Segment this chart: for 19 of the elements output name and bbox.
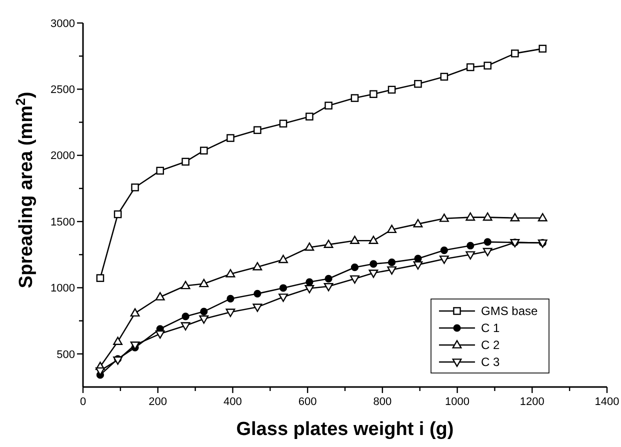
x-tick-label: 600 xyxy=(298,396,317,408)
y-tick-label: 1000 xyxy=(50,282,75,295)
x-axis-title: Glass plates weight i (g) xyxy=(236,419,454,440)
y-tick-label: 2000 xyxy=(50,150,75,162)
y-tick-label: 500 xyxy=(56,348,75,361)
x-tick-label: 1400 xyxy=(594,396,620,408)
legend-label: GMS base xyxy=(481,304,538,318)
legend-label: C 3 xyxy=(481,355,500,370)
x-tick-label: 200 xyxy=(148,396,168,408)
legend-label: C 2 xyxy=(481,338,500,352)
y-tick-label: 2500 xyxy=(50,84,75,96)
x-tick-label: 1200 xyxy=(520,396,544,408)
x-tick-label: 1000 xyxy=(445,396,470,408)
x-tick-label: 0 xyxy=(80,396,86,408)
legend-label: C 1 xyxy=(481,321,500,336)
x-tick-label: 400 xyxy=(224,396,242,408)
y-tick-label: 3000 xyxy=(50,18,75,30)
x-tick-label: 800 xyxy=(373,396,392,408)
y-tick-label: 1500 xyxy=(50,216,75,228)
